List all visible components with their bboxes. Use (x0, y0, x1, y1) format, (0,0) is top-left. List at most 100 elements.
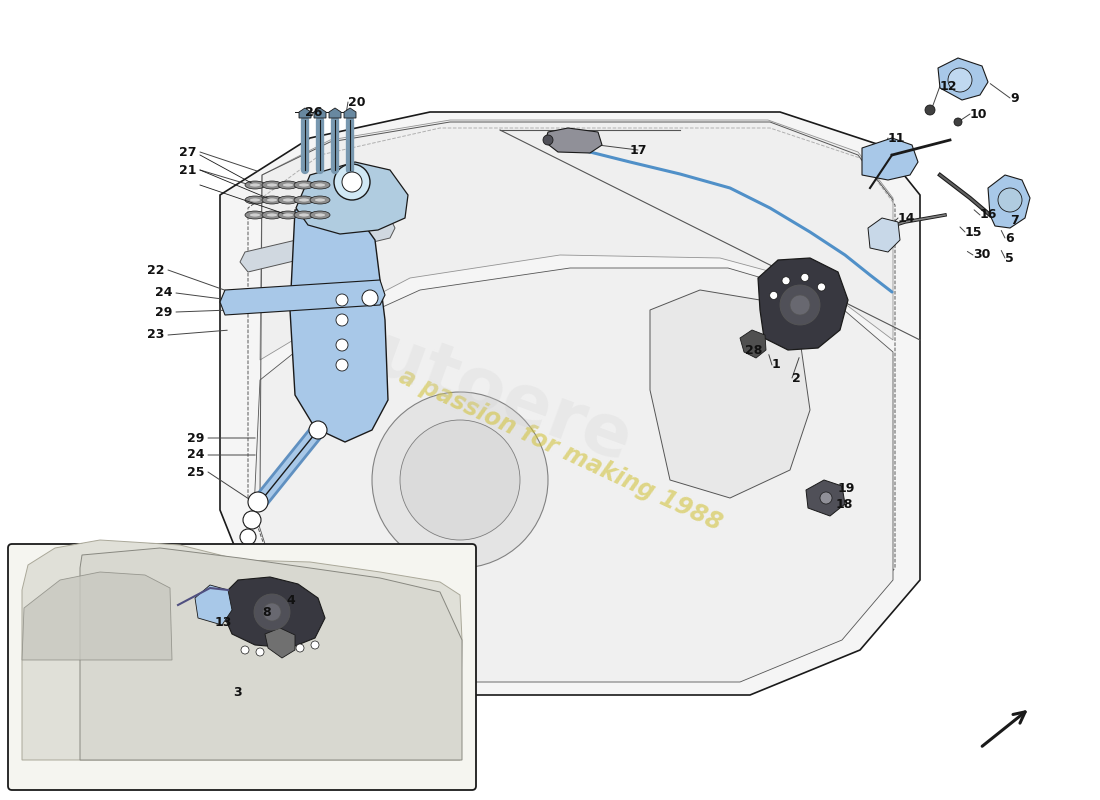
Text: 7: 7 (1010, 214, 1019, 226)
Polygon shape (758, 258, 848, 350)
Polygon shape (222, 577, 324, 648)
Circle shape (954, 118, 962, 126)
Ellipse shape (310, 181, 330, 189)
Circle shape (998, 188, 1022, 212)
Text: 16: 16 (980, 209, 998, 222)
Polygon shape (344, 108, 356, 118)
Polygon shape (240, 218, 395, 272)
Text: 6: 6 (1005, 231, 1013, 245)
Circle shape (256, 648, 264, 656)
Ellipse shape (266, 213, 277, 217)
Text: 27: 27 (178, 146, 196, 158)
Text: 10: 10 (970, 107, 988, 121)
Ellipse shape (250, 183, 261, 187)
Circle shape (336, 359, 348, 371)
Polygon shape (862, 138, 918, 180)
Text: 23: 23 (146, 329, 164, 342)
Text: 29: 29 (187, 431, 204, 445)
Circle shape (240, 529, 256, 545)
Polygon shape (22, 572, 172, 660)
Text: 12: 12 (940, 79, 957, 93)
Text: 24: 24 (154, 286, 172, 299)
Circle shape (400, 420, 520, 540)
Polygon shape (296, 162, 408, 234)
Text: 19: 19 (838, 482, 856, 494)
Text: 30: 30 (974, 249, 990, 262)
Ellipse shape (262, 196, 282, 204)
Polygon shape (988, 175, 1030, 228)
Circle shape (770, 291, 778, 299)
Ellipse shape (278, 181, 298, 189)
Polygon shape (314, 108, 326, 118)
Circle shape (296, 644, 304, 652)
Ellipse shape (245, 211, 265, 219)
Text: 3: 3 (233, 686, 242, 698)
Polygon shape (938, 58, 988, 100)
Ellipse shape (315, 198, 326, 202)
Text: 22: 22 (146, 263, 164, 277)
Text: 1: 1 (772, 358, 781, 371)
Text: 29: 29 (155, 306, 172, 318)
Circle shape (254, 594, 290, 630)
Text: 11: 11 (888, 131, 905, 145)
Circle shape (543, 135, 553, 145)
Polygon shape (80, 548, 462, 760)
Text: 26: 26 (306, 106, 322, 118)
Polygon shape (254, 268, 893, 682)
Text: 25: 25 (187, 466, 204, 478)
Ellipse shape (315, 213, 326, 217)
Circle shape (311, 641, 319, 649)
FancyBboxPatch shape (8, 544, 476, 790)
Polygon shape (868, 218, 900, 252)
Ellipse shape (278, 211, 298, 219)
Polygon shape (299, 108, 311, 118)
Polygon shape (220, 112, 920, 695)
Ellipse shape (250, 198, 261, 202)
Polygon shape (740, 330, 766, 358)
Text: 9: 9 (1010, 91, 1019, 105)
Text: 20: 20 (348, 95, 365, 109)
Circle shape (336, 294, 348, 306)
Polygon shape (650, 290, 810, 498)
Text: 8: 8 (262, 606, 271, 618)
Ellipse shape (266, 183, 277, 187)
Polygon shape (195, 585, 232, 625)
Polygon shape (544, 128, 602, 153)
Circle shape (780, 285, 820, 325)
Ellipse shape (266, 198, 277, 202)
Polygon shape (260, 120, 893, 360)
Ellipse shape (294, 181, 313, 189)
Circle shape (782, 277, 790, 285)
Ellipse shape (310, 196, 330, 204)
Ellipse shape (294, 211, 313, 219)
Circle shape (309, 421, 327, 439)
Text: 18: 18 (836, 498, 854, 510)
Circle shape (336, 339, 348, 351)
Text: autoere: autoere (319, 303, 641, 477)
Text: 21: 21 (178, 163, 196, 177)
Circle shape (263, 603, 280, 621)
Text: 24: 24 (187, 449, 204, 462)
Ellipse shape (283, 198, 294, 202)
Ellipse shape (298, 198, 309, 202)
Text: 2: 2 (792, 371, 801, 385)
Ellipse shape (278, 196, 298, 204)
Ellipse shape (262, 181, 282, 189)
Circle shape (248, 492, 268, 512)
Text: 17: 17 (629, 143, 647, 157)
Circle shape (334, 164, 370, 200)
Ellipse shape (294, 196, 313, 204)
Circle shape (241, 646, 249, 654)
Text: a passion for making 1988: a passion for making 1988 (395, 364, 725, 536)
Polygon shape (22, 540, 462, 760)
Circle shape (362, 290, 378, 306)
Ellipse shape (310, 211, 330, 219)
Ellipse shape (262, 211, 282, 219)
Ellipse shape (245, 181, 265, 189)
Text: 28: 28 (745, 343, 762, 357)
Polygon shape (290, 205, 388, 442)
Circle shape (948, 68, 972, 92)
Circle shape (336, 314, 348, 326)
Ellipse shape (298, 213, 309, 217)
Polygon shape (806, 480, 845, 516)
